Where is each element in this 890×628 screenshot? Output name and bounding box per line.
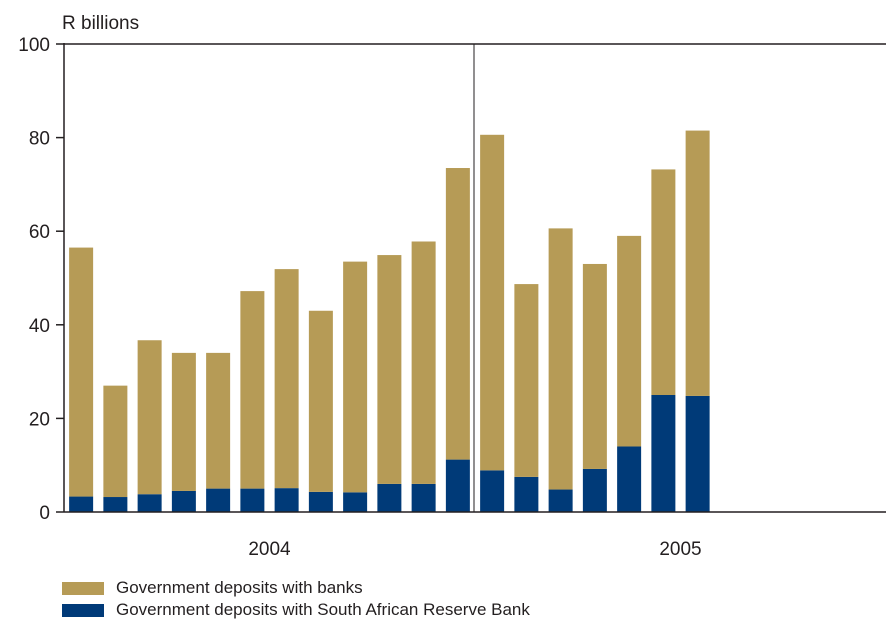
- y-axis-unit-label: R billions: [62, 13, 139, 34]
- bar-banks-16: [617, 235, 642, 447]
- bar-banks-6: [274, 269, 299, 489]
- bar-banks-14: [548, 228, 573, 490]
- bar-banks-10: [411, 241, 436, 484]
- bar-banks-17: [651, 169, 676, 395]
- bar-banks-3: [171, 352, 196, 491]
- bar-sarb-13: [514, 476, 539, 512]
- bar-banks-9: [377, 255, 402, 484]
- legend-swatch-sarb: [62, 603, 104, 617]
- bar-banks-12: [480, 134, 505, 471]
- bar-banks-5: [240, 291, 265, 489]
- legend-swatch-banks: [62, 581, 104, 595]
- y-tick-label-100: 100: [18, 35, 50, 56]
- bar-sarb-12: [480, 470, 505, 512]
- bar-sarb-8: [343, 492, 368, 512]
- legend-item-banks: Government deposits with banks: [62, 577, 530, 599]
- bar-sarb-0: [69, 496, 94, 512]
- bar-banks-0: [69, 247, 94, 497]
- bar-sarb-1: [103, 497, 128, 512]
- bars-layer: [69, 130, 710, 512]
- bar-banks-8: [343, 261, 368, 493]
- legend-label-sarb: Government deposits with South African R…: [116, 600, 530, 619]
- bar-sarb-11: [445, 459, 470, 512]
- bar-sarb-18: [685, 395, 710, 512]
- bar-sarb-17: [651, 395, 676, 512]
- y-ticks-layer: 0 20 40 60 80 100: [18, 35, 64, 524]
- legend-item-sarb: Government deposits with South African R…: [62, 599, 530, 621]
- legend: Government deposits with banks Governmen…: [62, 577, 530, 621]
- bar-banks-7: [308, 310, 333, 492]
- y-tick-label-20: 20: [29, 409, 50, 430]
- bar-sarb-6: [274, 488, 299, 512]
- year-label-0: 2004: [248, 539, 291, 560]
- bar-sarb-16: [617, 446, 642, 512]
- bar-banks-13: [514, 284, 539, 477]
- bar-sarb-10: [411, 483, 436, 512]
- bar-sarb-9: [377, 483, 402, 512]
- y-tick-label-60: 60: [29, 222, 50, 243]
- y-tick-label-0: 0: [39, 503, 50, 524]
- bar-sarb-4: [206, 488, 231, 512]
- bar-banks-15: [582, 263, 607, 469]
- bar-banks-1: [103, 385, 128, 498]
- year-label-1: 2005: [659, 539, 701, 560]
- bar-banks-11: [445, 168, 470, 460]
- bar-banks-18: [685, 130, 710, 396]
- legend-label-banks: Government deposits with banks: [116, 578, 363, 597]
- bar-sarb-7: [308, 491, 333, 512]
- bar-banks-4: [206, 352, 231, 489]
- bar-sarb-2: [137, 494, 162, 512]
- y-tick-label-40: 40: [29, 316, 50, 337]
- bar-sarb-14: [548, 489, 573, 512]
- axes-layer: [63, 43, 886, 513]
- bar-sarb-3: [171, 490, 196, 512]
- bar-sarb-15: [582, 468, 607, 512]
- year-labels-layer: 2004 2005: [248, 539, 701, 560]
- y-tick-label-80: 80: [29, 129, 50, 150]
- bar-banks-2: [137, 340, 162, 495]
- bar-sarb-5: [240, 488, 265, 512]
